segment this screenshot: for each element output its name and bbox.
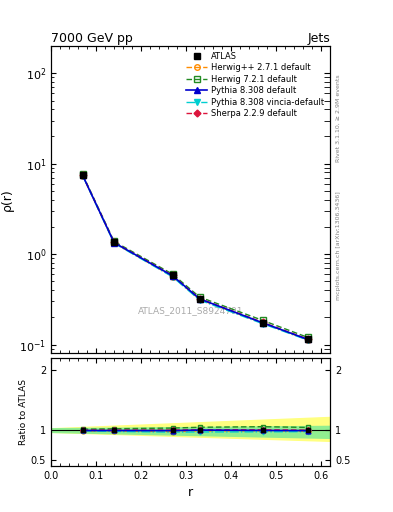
Y-axis label: ρ(r): ρ(r) bbox=[1, 188, 14, 211]
Y-axis label: Ratio to ATLAS: Ratio to ATLAS bbox=[19, 379, 28, 445]
Text: mcplots.cern.ch [arXiv:1306.3436]: mcplots.cern.ch [arXiv:1306.3436] bbox=[336, 191, 341, 300]
Text: Rivet 3.1.10, ≥ 2.9M events: Rivet 3.1.10, ≥ 2.9M events bbox=[336, 74, 341, 162]
Text: 7000 GeV pp: 7000 GeV pp bbox=[51, 32, 133, 45]
Text: ATLAS_2011_S8924791: ATLAS_2011_S8924791 bbox=[138, 306, 243, 315]
X-axis label: r: r bbox=[188, 486, 193, 499]
Text: Jets: Jets bbox=[307, 32, 330, 45]
Legend: ATLAS, Herwig++ 2.7.1 default, Herwig 7.2.1 default, Pythia 8.308 default, Pythi: ATLAS, Herwig++ 2.7.1 default, Herwig 7.… bbox=[183, 49, 328, 122]
